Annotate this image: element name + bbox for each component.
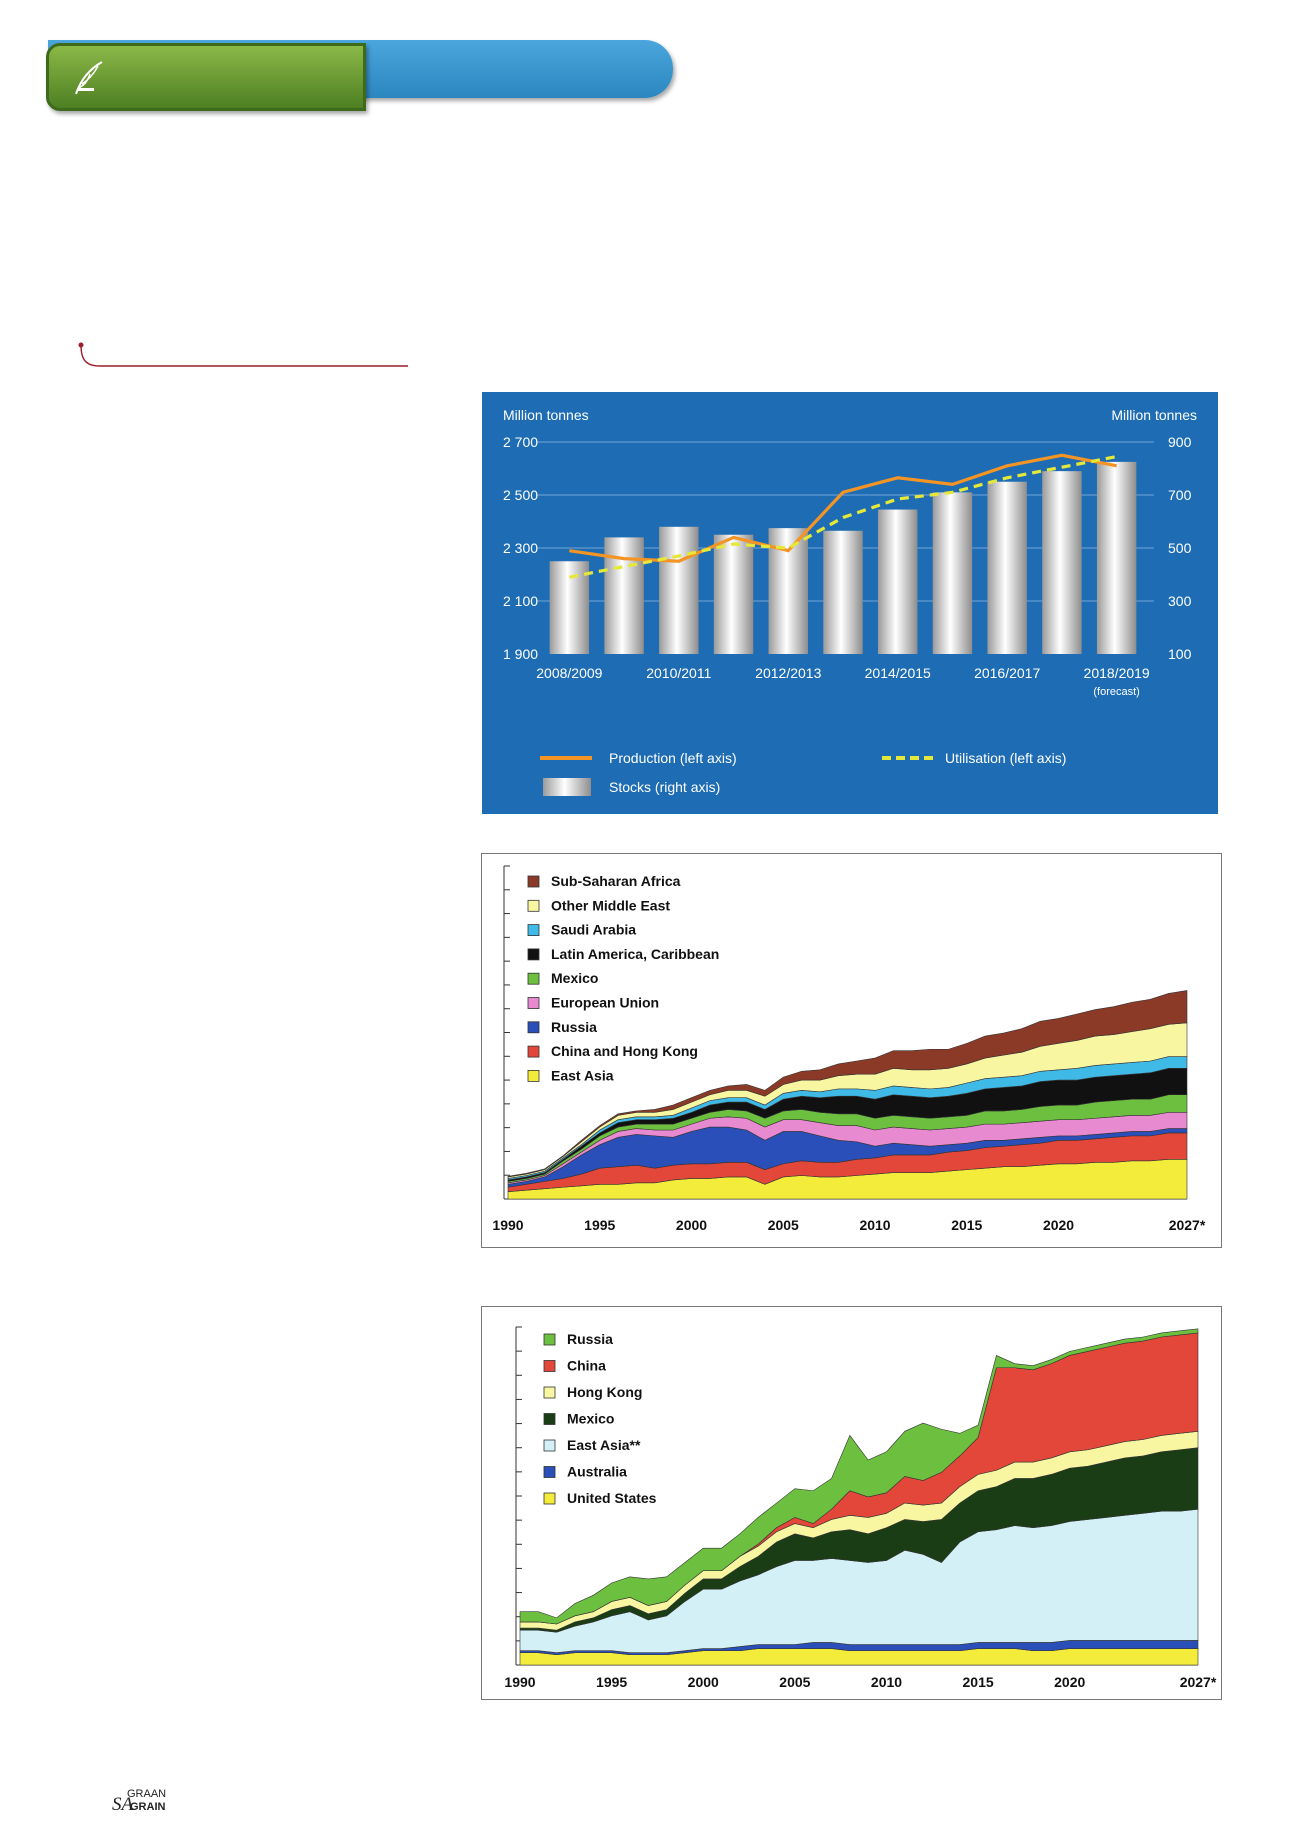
x-tick-label: 1995: [596, 1674, 627, 1690]
legend-utilisation-label: Utilisation (left axis): [945, 750, 1066, 766]
legend-swatch: [543, 1413, 556, 1425]
legend-swatch: [543, 1386, 556, 1399]
x-tick-label: 2016/2017: [974, 665, 1040, 681]
country-exports-area-chart: 1990 1995 2000 2005 2010 2015 2020 2027* Russia C…: [481, 1306, 1222, 1700]
logo-sa-text: SA: [112, 1794, 134, 1815]
x-tick-label: 2020: [1054, 1674, 1085, 1690]
x-tick-label: 2010/2011: [646, 665, 711, 681]
x-tick-label: 2018/2019: [1084, 665, 1150, 681]
chart-canvas: 1990 1995 2000 2005 2010 2015 2020 2027* Russia C…: [504, 1326, 1217, 1690]
right-tick-label: 500: [1168, 540, 1192, 556]
chart-canvas: Million tonnes Million tonnes 1 900 2 100…: [503, 407, 1197, 796]
legend-swatch: [543, 1492, 556, 1505]
legend-label: United States: [567, 1490, 657, 1506]
legend-label: China: [567, 1358, 606, 1374]
x-tick-label: 2014/2015: [865, 665, 931, 681]
stocks-bar: [713, 534, 754, 654]
legend-label: East Asia**: [567, 1437, 641, 1453]
legend-label: Saudi Arabia: [551, 922, 636, 938]
section-tab: [46, 43, 366, 111]
x-tick-label: 2012/2013: [755, 665, 821, 681]
left-tick-label: 2 700: [503, 434, 538, 450]
legend-swatch: [527, 899, 540, 912]
right-tick-label: 300: [1168, 593, 1192, 609]
stocks-bar: [987, 481, 1027, 654]
x-tick-label: 2005: [768, 1217, 799, 1233]
stocks-production-chart: Million tonnes Million tonnes 1 900 2 100…: [482, 392, 1218, 814]
legend-swatch: [543, 1333, 556, 1346]
area-russia: [519, 1328, 1199, 1625]
legend-swatch: [527, 972, 540, 985]
legend-stocks-label: Stocks (right axis): [609, 779, 720, 795]
stocks-bar: [1096, 461, 1137, 654]
stocks-bar: [932, 492, 973, 654]
legend-label: Russia: [567, 1331, 613, 1347]
left-tick-label: 2 500: [503, 487, 538, 503]
legend-swatch: [527, 924, 540, 936]
stocks-bar: [549, 561, 590, 654]
legend-label: China and Hong Kong: [551, 1043, 698, 1059]
logo-grain-text: GRAIN: [130, 1801, 166, 1813]
legend-production-label: Production (left axis): [609, 750, 737, 766]
x-tick-label: 2000: [688, 1674, 719, 1690]
x-tick-label: 1990: [492, 1217, 523, 1233]
legend-label: Latin America, Caribbean: [551, 946, 719, 962]
legend-label: Mexico: [567, 1411, 614, 1427]
right-axis-unit: Million tonnes: [1111, 407, 1197, 423]
stocks-bar: [659, 526, 699, 654]
legend-swatch: [527, 875, 540, 888]
legend-label: Hong Kong: [567, 1384, 642, 1400]
x-tick-label: 2000: [676, 1217, 707, 1233]
area-sub-saharan-africa: [507, 990, 1188, 1178]
wheat-logo-icon: [75, 61, 103, 95]
sa-grain-logo: GRAAN SA GRAIN: [110, 1788, 190, 1820]
legend-label: Other Middle East: [551, 897, 670, 913]
left-tick-label: 2 300: [503, 540, 538, 556]
right-tick-label: 100: [1168, 646, 1192, 662]
x-tick-label: 2005: [779, 1674, 810, 1690]
legend-swatch: [527, 997, 540, 1009]
right-tick-label: 700: [1168, 487, 1192, 503]
legend-swatch: [543, 1439, 556, 1452]
x-tick-label: 2010: [871, 1674, 902, 1690]
legend-swatch: [527, 1045, 540, 1058]
x-tick-label: 2010: [859, 1217, 890, 1233]
x-tick-label: 2027*: [1169, 1217, 1206, 1233]
chart-canvas: 1990 1995 2000 2005 2010 2015 2020 2027* Sub-Sah…: [492, 865, 1206, 1233]
stocks-bar: [604, 537, 644, 654]
legend-label: Sub-Saharan Africa: [551, 873, 681, 889]
logo-graan-text: GRAAN: [127, 1788, 167, 1800]
right-tick-label: 900: [1168, 434, 1192, 450]
forecast-note: (forecast): [1093, 686, 1139, 698]
x-tick-label: 1990: [504, 1674, 535, 1690]
stocks-bar: [878, 509, 918, 654]
x-tick-label: 2015: [963, 1674, 994, 1690]
legend-swatch: [543, 1466, 556, 1478]
left-axis-unit: Million tonnes: [503, 407, 589, 423]
legend-swatch: [527, 948, 540, 961]
legend-label: Mexico: [551, 970, 598, 986]
left-tick-label: 2 100: [503, 593, 538, 609]
stocks-bar: [823, 530, 863, 654]
x-tick-label: 2008/2009: [536, 665, 602, 681]
legend-label: Australia: [567, 1464, 627, 1480]
regional-imports-area-chart: 1990 1995 2000 2005 2010 2015 2020 2027* Sub-Sah…: [481, 853, 1222, 1248]
utilisation-line: [569, 455, 1117, 579]
x-tick-label: 2020: [1043, 1217, 1074, 1233]
x-tick-label: 1995: [584, 1217, 615, 1233]
legend-swatch: [527, 1021, 540, 1034]
left-tick-label: 1 900: [503, 646, 538, 662]
x-tick-label: 2027*: [1180, 1674, 1217, 1690]
x-tick-label: 2015: [951, 1217, 982, 1233]
legend-swatch: [543, 1360, 556, 1372]
legend-label: Russia: [551, 1019, 597, 1035]
section-divider: [78, 342, 408, 367]
stocks-bar: [1042, 471, 1082, 654]
legend-label: European Union: [551, 995, 659, 1011]
legend-label: East Asia: [551, 1067, 614, 1083]
legend-swatch: [527, 1069, 540, 1082]
legend-stocks-swatch: [543, 778, 591, 796]
